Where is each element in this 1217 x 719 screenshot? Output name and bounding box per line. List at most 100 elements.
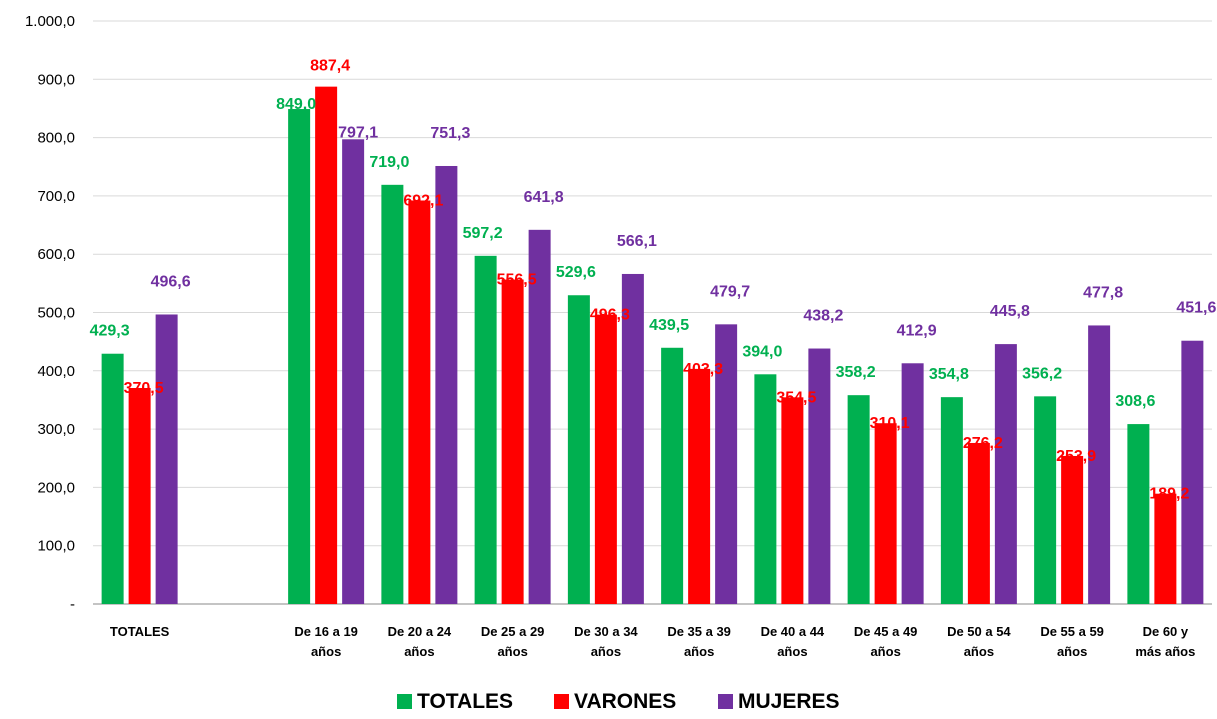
data-label-totales: 429,3 [90, 323, 130, 340]
legend-label: TOTALES [417, 690, 513, 713]
data-label-mujeres: 797,1 [338, 124, 378, 141]
data-labels: 429,3 849,0 719,0 597,2 529,6 439,5 394,0 358,2… [90, 58, 1217, 503]
y-tick-label: 300,0 [37, 421, 75, 438]
legend-label: VARONES [574, 690, 676, 713]
bar-mujeres [528, 229, 551, 604]
category-label: años [1057, 644, 1087, 659]
data-label-varones: 370,5 [124, 380, 164, 397]
bar-varones [688, 368, 711, 604]
bar-totales [847, 395, 870, 604]
bar-totales [381, 184, 404, 604]
category-label: De 45 a 49 [854, 624, 918, 639]
bar-totales [661, 347, 684, 604]
bar-totales [754, 374, 777, 604]
data-label-totales: 358,2 [836, 364, 876, 381]
bar-mujeres [901, 363, 924, 604]
bar-varones [874, 423, 897, 604]
data-label-varones: 310,1 [870, 415, 910, 432]
bar-totales [567, 295, 590, 604]
data-label-mujeres: 438,2 [803, 308, 843, 325]
y-tick-label: 400,0 [37, 363, 75, 380]
data-label-varones: 403,3 [683, 361, 723, 378]
bar-varones [781, 397, 804, 604]
y-tick-label: 100,0 [37, 538, 75, 555]
category-label: años [591, 644, 621, 659]
bar-totales [101, 353, 124, 604]
y-tick-label: 900,0 [37, 71, 75, 88]
bar-varones [315, 86, 338, 604]
category-label: más años [1135, 644, 1195, 659]
category-label: años [404, 644, 434, 659]
data-label-totales: 719,0 [369, 154, 409, 171]
data-label-totales: 394,0 [742, 343, 782, 360]
data-label-varones: 276,2 [963, 435, 1003, 452]
data-label-mujeres: 479,7 [710, 283, 750, 300]
bar-mujeres [435, 165, 458, 604]
category-label: De 25 a 29 [481, 624, 545, 639]
y-tick-label: - [70, 596, 75, 613]
data-label-mujeres: 751,3 [430, 125, 470, 142]
data-label-varones: 189,2 [1149, 486, 1189, 503]
category-label: años [684, 644, 714, 659]
category-label: De 40 a 44 [761, 624, 825, 639]
bar-mujeres [1088, 325, 1111, 604]
bar-totales [940, 397, 963, 604]
y-tick-label: 1.000,0 [25, 13, 75, 30]
bar-mujeres [155, 314, 178, 604]
data-label-totales: 439,5 [649, 317, 689, 334]
bar-varones [501, 279, 524, 604]
data-label-varones: 692,1 [403, 193, 443, 210]
legend-swatch [554, 694, 569, 709]
legend: TOTALES VARONES MUJERES [397, 690, 840, 713]
data-label-totales: 308,6 [1115, 393, 1155, 410]
bar-varones [967, 442, 990, 604]
category-label: años [311, 644, 341, 659]
category-label: De 20 a 24 [388, 624, 452, 639]
bar-mujeres [1181, 340, 1204, 604]
bar-varones [594, 314, 617, 604]
bars [101, 86, 1204, 605]
y-tick-label: 700,0 [37, 188, 75, 205]
data-label-varones: 354,5 [776, 389, 816, 406]
bar-varones [1154, 493, 1177, 604]
legend-label: MUJERES [738, 690, 840, 713]
data-label-totales: 356,2 [1022, 365, 1062, 382]
bar-mujeres [621, 273, 644, 604]
category-label: años [777, 644, 807, 659]
data-label-totales: 849,0 [276, 96, 316, 113]
data-label-mujeres: 451,6 [1176, 300, 1216, 317]
data-label-varones: 887,4 [310, 58, 350, 75]
legend-item-varones: VARONES [554, 690, 676, 713]
category-label: De 30 a 34 [574, 624, 638, 639]
category-label: años [964, 644, 994, 659]
bar-totales [1127, 424, 1150, 604]
bar-varones [408, 200, 431, 604]
data-label-mujeres: 477,8 [1083, 284, 1123, 301]
bar-totales [1034, 396, 1057, 604]
category-label: De 60 y [1143, 624, 1189, 639]
data-label-mujeres: 445,8 [990, 303, 1030, 320]
data-label-varones: 253,9 [1056, 448, 1096, 465]
bar-mujeres [715, 324, 738, 604]
data-label-varones: 496,3 [590, 307, 630, 324]
y-tick-label: 600,0 [37, 246, 75, 263]
bar-mujeres [808, 348, 831, 604]
y-tick-label: 500,0 [37, 305, 75, 322]
bar-varones [1061, 455, 1084, 604]
data-label-mujeres: 496,6 [151, 273, 191, 290]
data-label-mujeres: 412,9 [897, 322, 937, 339]
category-label: años [497, 644, 527, 659]
data-label-totales: 529,6 [556, 264, 596, 281]
category-label: De 16 a 19 [294, 624, 358, 639]
legend-item-totales: TOTALES [397, 690, 513, 713]
bar-totales [474, 255, 497, 604]
data-label-mujeres: 566,1 [617, 233, 657, 250]
category-label: De 50 a 54 [947, 624, 1011, 639]
legend-item-mujeres: MUJERES [718, 690, 840, 713]
category-label: años [870, 644, 900, 659]
bar-totales [288, 109, 311, 605]
legend-swatch [718, 694, 733, 709]
bar-mujeres [994, 344, 1017, 604]
bar-mujeres [342, 139, 365, 604]
